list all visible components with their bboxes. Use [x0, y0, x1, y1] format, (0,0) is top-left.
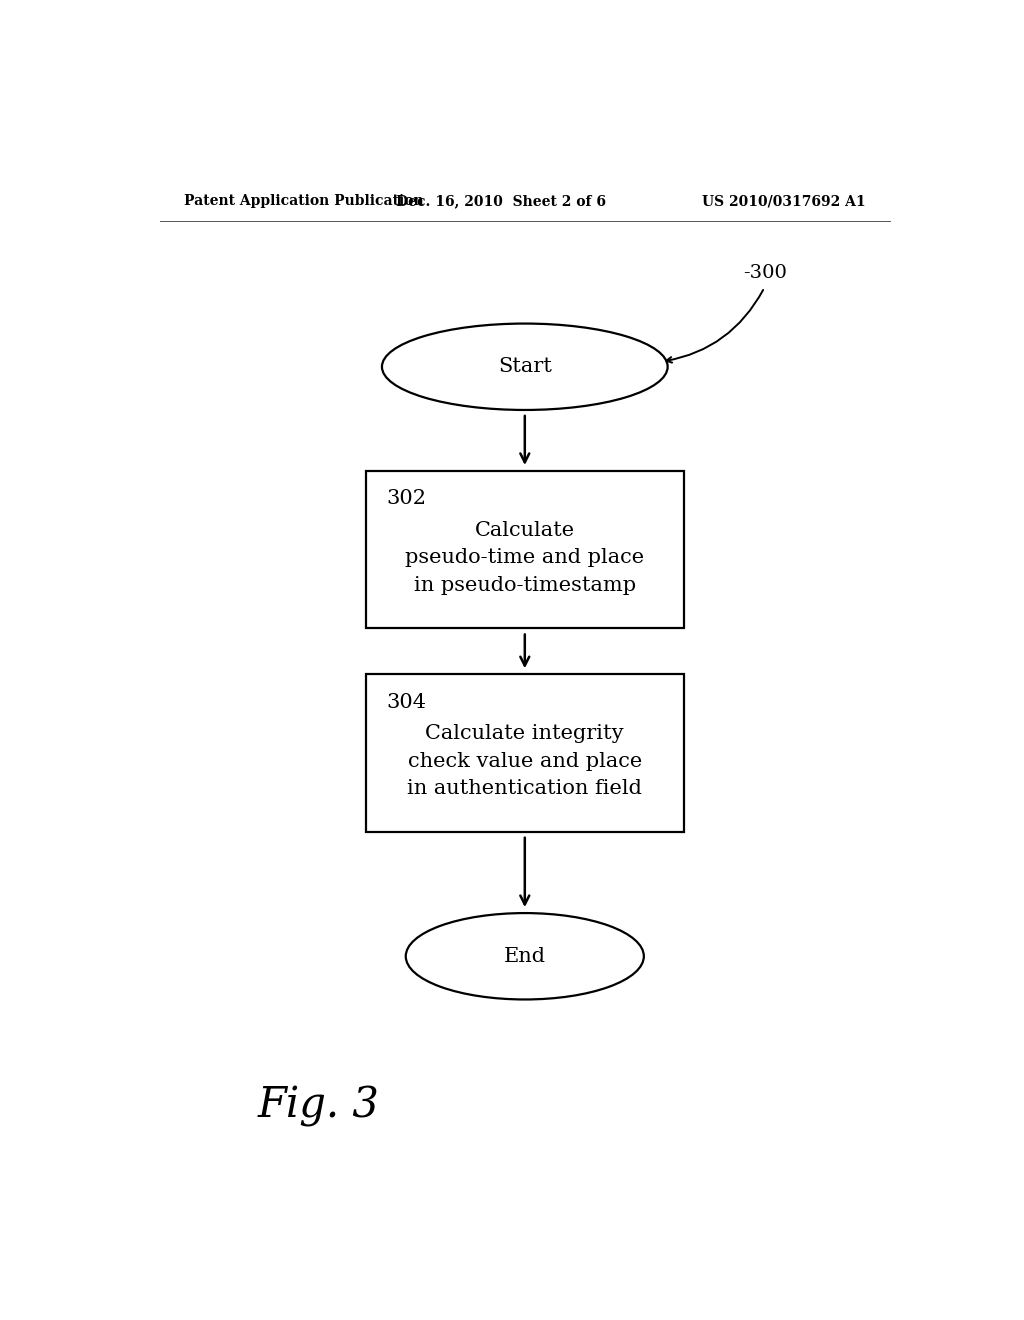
Text: Fig. 3: Fig. 3	[257, 1085, 380, 1127]
Text: End: End	[504, 946, 546, 966]
Text: 302: 302	[386, 490, 426, 508]
FancyBboxPatch shape	[367, 471, 684, 628]
Text: Calculate integrity
check value and place
in authentication field: Calculate integrity check value and plac…	[408, 725, 642, 797]
Text: US 2010/0317692 A1: US 2010/0317692 A1	[702, 194, 866, 209]
Text: Patent Application Publication: Patent Application Publication	[183, 194, 423, 209]
Text: Calculate
pseudo-time and place
in pseudo-timestamp: Calculate pseudo-time and place in pseud…	[406, 521, 644, 594]
Text: 304: 304	[386, 693, 426, 711]
Ellipse shape	[406, 913, 644, 999]
Text: Dec. 16, 2010  Sheet 2 of 6: Dec. 16, 2010 Sheet 2 of 6	[396, 194, 606, 209]
Text: Start: Start	[498, 358, 552, 376]
Text: -300: -300	[743, 264, 786, 282]
Ellipse shape	[382, 323, 668, 411]
FancyBboxPatch shape	[367, 675, 684, 832]
